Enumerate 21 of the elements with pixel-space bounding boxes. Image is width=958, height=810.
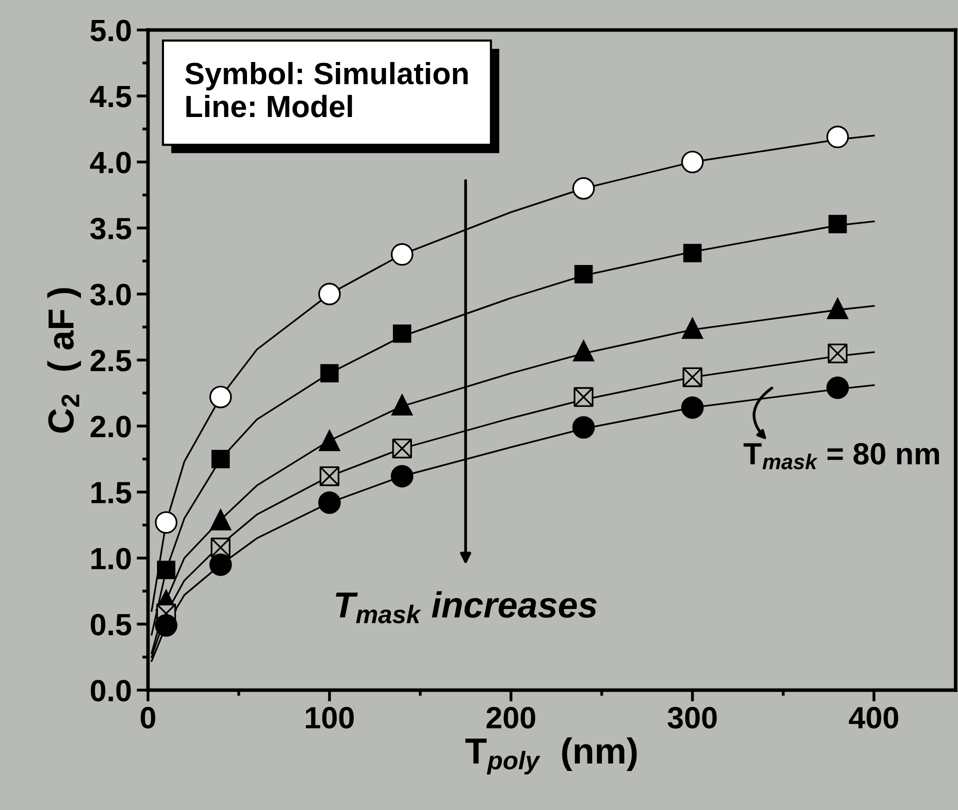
y-tick-label: 2.5 bbox=[90, 350, 132, 372]
y-tick-label: 5.0 bbox=[90, 20, 131, 42]
y-tick-label: 3.5 bbox=[90, 218, 132, 240]
y-tick-label: 3.0 bbox=[90, 284, 131, 306]
x-tick-label: 0 bbox=[140, 706, 156, 729]
x-axis-title: T$_{poly}$ (nm) bbox=[465, 737, 637, 774]
y-tick-label: 4.5 bbox=[90, 86, 132, 108]
y-axis-title: C$_{2}$ ( aF ) bbox=[47, 288, 81, 433]
x-tick-label: 100 bbox=[306, 706, 354, 729]
annotation: Symbol: Simulation Line: Model bbox=[185, 62, 468, 118]
y-tick-label: 1.0 bbox=[91, 548, 131, 570]
y-tick-label: 1.5 bbox=[91, 482, 132, 504]
x-tick-label: 400 bbox=[848, 706, 898, 729]
y-tick-label: 0.5 bbox=[90, 614, 132, 636]
annotation: T$_{mask}$ = 80 nm bbox=[744, 442, 939, 470]
y-tick-label: 4.0 bbox=[90, 152, 131, 174]
annotation: T$_{mask}$ increases bbox=[336, 591, 597, 624]
x-tick-label: 300 bbox=[668, 706, 717, 729]
y-tick-label: 2.0 bbox=[90, 416, 131, 438]
x-tick-label: 200 bbox=[486, 706, 536, 729]
y-tick-label: 0.0 bbox=[90, 680, 131, 702]
